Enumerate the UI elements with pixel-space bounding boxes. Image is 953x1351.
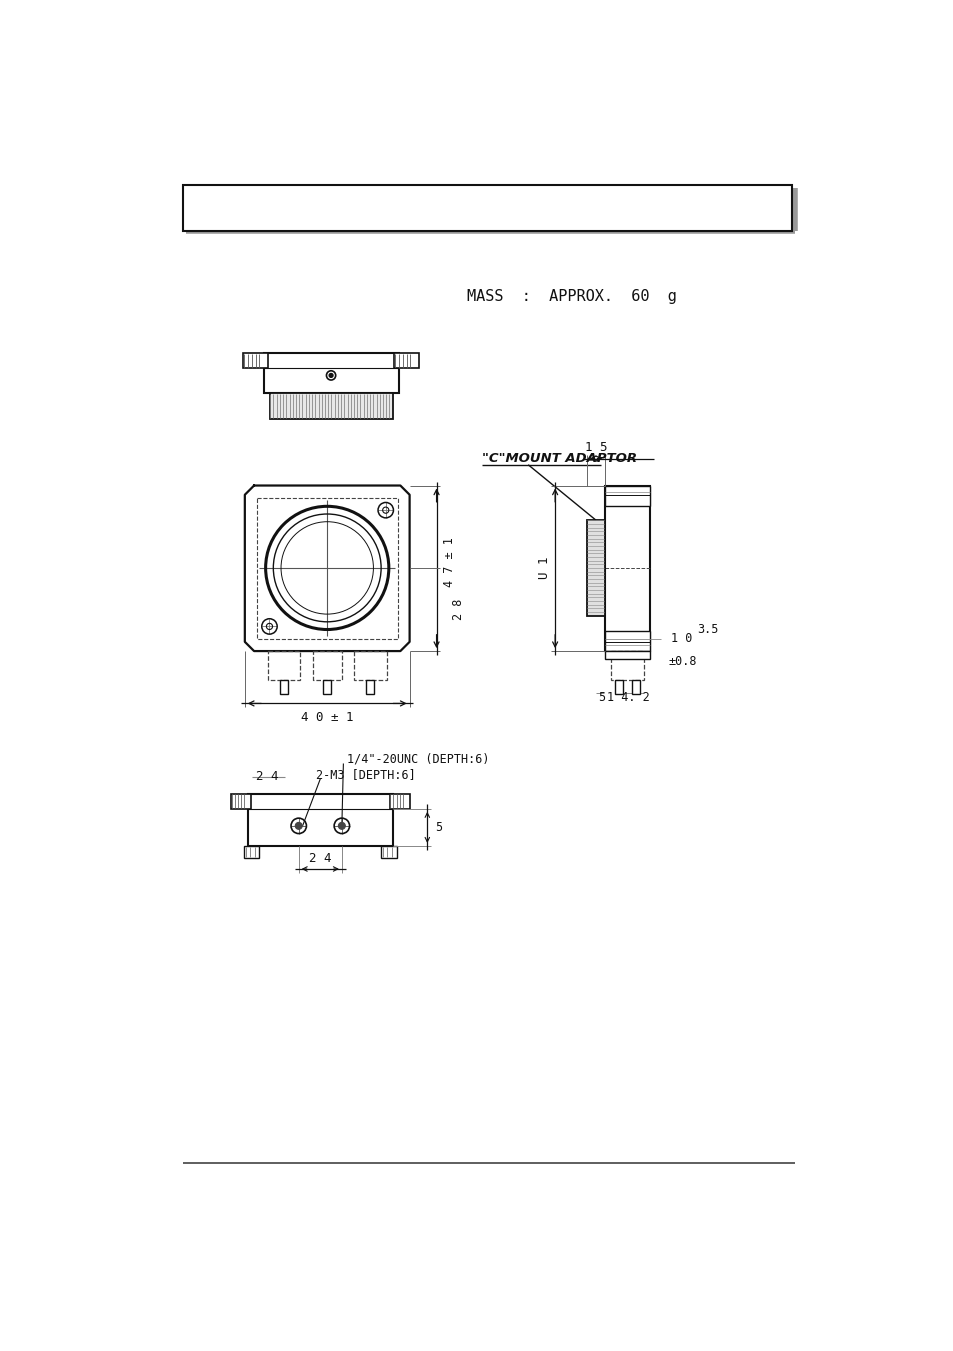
- Circle shape: [329, 373, 333, 377]
- Bar: [615, 681, 622, 694]
- Text: 1 4. 2: 1 4. 2: [606, 690, 649, 704]
- Text: U 1: U 1: [537, 557, 550, 580]
- Text: MASS  :  APPROX.  60  g: MASS : APPROX. 60 g: [467, 289, 677, 304]
- Bar: [243, 353, 268, 369]
- Circle shape: [338, 823, 345, 830]
- Bar: [183, 185, 791, 231]
- Bar: [611, 651, 643, 681]
- Text: 1 0: 1 0: [671, 632, 692, 646]
- Text: 3.5: 3.5: [697, 623, 719, 636]
- Bar: [394, 353, 418, 369]
- Bar: [586, 520, 604, 616]
- Text: 1 5: 1 5: [584, 442, 606, 454]
- Bar: [231, 793, 251, 809]
- Text: 2 8: 2 8: [451, 598, 464, 620]
- Bar: [313, 651, 341, 681]
- Bar: [366, 681, 374, 694]
- Polygon shape: [245, 485, 409, 651]
- Bar: [270, 393, 393, 419]
- Bar: [604, 651, 649, 659]
- Bar: [604, 485, 649, 651]
- Bar: [604, 485, 649, 505]
- Text: 2 4: 2 4: [309, 851, 332, 865]
- Bar: [268, 651, 300, 681]
- Bar: [257, 497, 397, 639]
- Bar: [264, 353, 398, 393]
- Text: 5: 5: [435, 821, 441, 834]
- Bar: [244, 846, 259, 858]
- Bar: [248, 793, 393, 846]
- Text: 1/4"-20UNC (DEPTH:6): 1/4"-20UNC (DEPTH:6): [347, 753, 489, 766]
- Text: ±0.8: ±0.8: [668, 655, 696, 669]
- Text: 4 0 ± 1: 4 0 ± 1: [300, 711, 354, 724]
- Bar: [632, 681, 639, 694]
- Bar: [389, 793, 409, 809]
- Text: 2 4: 2 4: [255, 770, 278, 784]
- Bar: [604, 631, 649, 651]
- Text: "C"MOUNT ADAPTOR: "C"MOUNT ADAPTOR: [481, 453, 637, 465]
- Bar: [280, 681, 288, 694]
- Text: 2-M3 [DEPTH:6]: 2-M3 [DEPTH:6]: [316, 767, 416, 781]
- Bar: [323, 681, 331, 694]
- Bar: [381, 846, 396, 858]
- Bar: [354, 651, 386, 681]
- Text: 5: 5: [598, 690, 604, 704]
- Text: 4 7 ± 1: 4 7 ± 1: [443, 536, 456, 586]
- Circle shape: [295, 823, 302, 830]
